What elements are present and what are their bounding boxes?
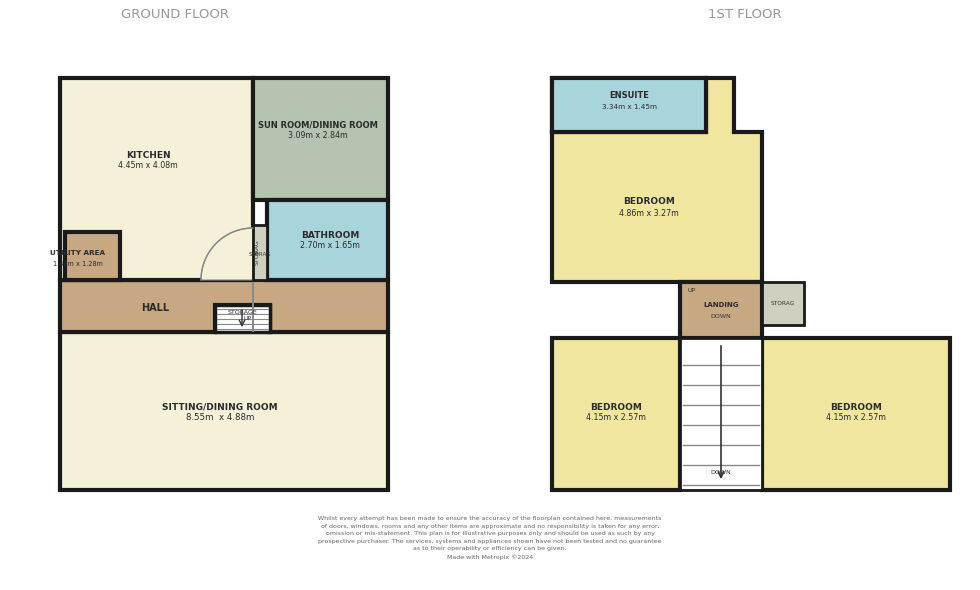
Polygon shape [253,78,388,200]
Text: 4.45m x 4.08m: 4.45m x 4.08m [119,162,178,171]
Text: UP: UP [688,287,696,293]
Polygon shape [60,305,388,490]
Polygon shape [762,282,804,325]
Text: STORAGE: STORAGE [227,310,258,316]
Polygon shape [680,338,762,490]
Text: STORAG: STORAG [255,239,260,265]
Polygon shape [762,338,950,490]
Text: SITTING/DINING ROOM: SITTING/DINING ROOM [162,402,277,411]
Polygon shape [201,228,253,332]
Text: LANDING: LANDING [704,302,739,308]
Text: BEDROOM: BEDROOM [590,402,642,411]
Polygon shape [267,200,388,280]
Polygon shape [680,282,762,338]
Polygon shape [60,78,253,280]
Polygon shape [253,225,267,280]
Polygon shape [65,232,120,280]
Text: HALL: HALL [141,303,170,313]
Text: 1ST FLOOR: 1ST FLOOR [709,8,782,21]
Text: E: E [255,250,260,254]
Text: 8.55m  x 4.88m: 8.55m x 4.88m [186,414,254,422]
Text: 4.15m x 2.57m: 4.15m x 2.57m [826,414,886,422]
Polygon shape [215,305,270,332]
Text: SUN ROOM/DINING ROOM: SUN ROOM/DINING ROOM [258,120,378,129]
Text: UP: UP [244,316,252,321]
Polygon shape [552,78,706,132]
Text: 4.15m x 2.57m: 4.15m x 2.57m [586,414,646,422]
Polygon shape [60,280,388,332]
Text: 3.34m x 1.45m: 3.34m x 1.45m [602,104,657,110]
Text: DOWN: DOWN [710,470,731,474]
Polygon shape [552,338,680,490]
Text: STORAG: STORAG [771,301,795,306]
Text: 4.86m x 3.27m: 4.86m x 3.27m [619,208,679,218]
Text: BEDROOM: BEDROOM [623,198,675,206]
Text: GROUND FLOOR: GROUND FLOOR [121,8,229,21]
Polygon shape [552,78,762,282]
Text: Whilst every attempt has been made to ensure the accuracy of the floorplan conta: Whilst every attempt has been made to en… [318,516,662,559]
Polygon shape [552,78,706,132]
Text: STORAG: STORAG [249,253,271,257]
Text: 3.09m x 2.84m: 3.09m x 2.84m [288,132,348,140]
Text: ENSUITE: ENSUITE [609,91,649,100]
Text: BEDROOM: BEDROOM [830,402,882,411]
Text: KITCHEN: KITCHEN [125,150,171,159]
Text: UTILITY AREA: UTILITY AREA [50,250,106,256]
Text: DOWN: DOWN [710,314,731,320]
Text: BATHROOM: BATHROOM [301,231,360,240]
Text: 2.70m x 1.65m: 2.70m x 1.65m [300,241,360,251]
Text: 1.48m x 1.28m: 1.48m x 1.28m [53,261,103,267]
